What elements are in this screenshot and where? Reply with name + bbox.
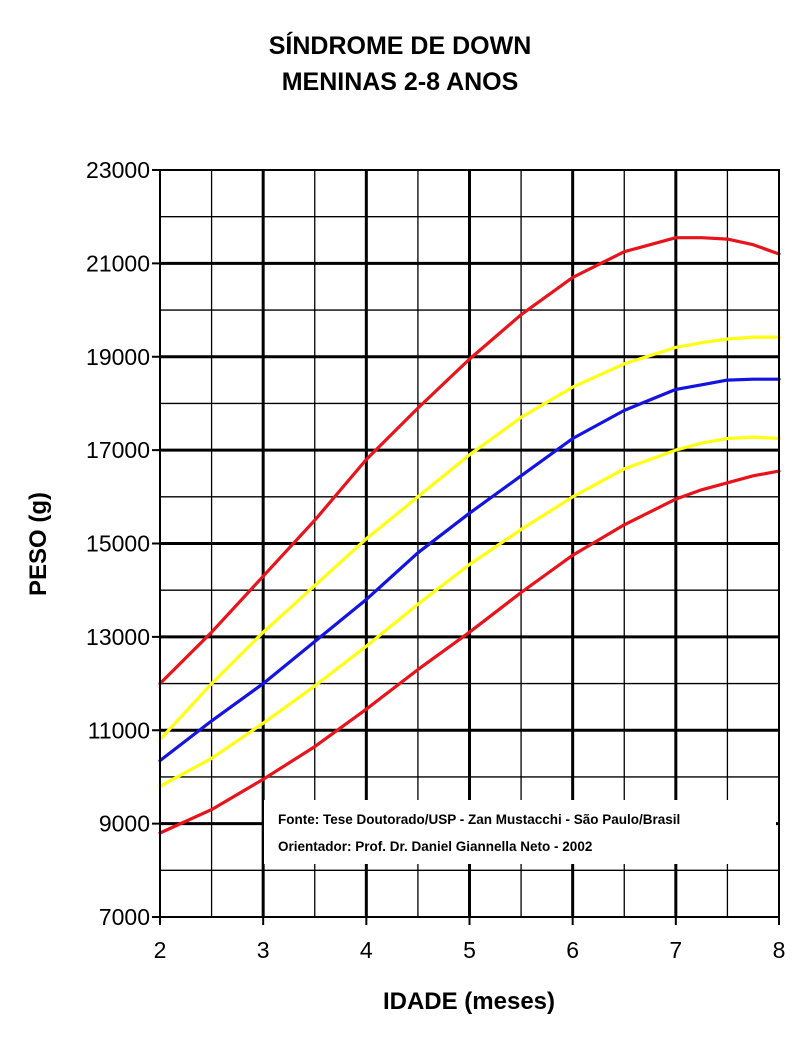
y-tick-label: 11000 bbox=[88, 717, 150, 743]
series-line-2 bbox=[158, 335, 781, 742]
y-tick-label: 21000 bbox=[86, 250, 150, 276]
chart-title-line-2: MENINAS 2-8 ANOS bbox=[282, 68, 519, 96]
y-tick-label: 19000 bbox=[86, 344, 150, 370]
y-axis-title: PESO (g) bbox=[25, 492, 52, 596]
chart-title: SÍNDROME DE DOWN MENINAS 2-8 ANOS bbox=[269, 31, 532, 96]
x-tick-label: 7 bbox=[669, 937, 682, 963]
source-note-box bbox=[264, 800, 776, 864]
x-tick-label: 2 bbox=[154, 937, 167, 963]
y-tick-label: 23000 bbox=[86, 157, 150, 183]
x-tick-label: 8 bbox=[773, 937, 786, 963]
y-tick-label: 7000 bbox=[99, 904, 150, 930]
y-axis-ticks: 7000 9000 11000 13000 15000 17000 19000 21000 23… bbox=[86, 157, 160, 930]
series-line-4 bbox=[158, 435, 781, 788]
source-note: Fonte: Tese Doutorado/USP - Zan Mustacch… bbox=[264, 800, 776, 864]
source-note-line-1: Fonte: Tese Doutorado/USP - Zan Mustacch… bbox=[278, 812, 680, 827]
x-tick-label: 6 bbox=[566, 937, 579, 963]
source-note-line-2: Orientador: Prof. Dr. Daniel Giannella N… bbox=[278, 839, 592, 854]
x-tick-label: 5 bbox=[463, 937, 476, 963]
chart-title-line-1: SÍNDROME DE DOWN bbox=[269, 31, 532, 60]
series-lines bbox=[158, 236, 781, 835]
series-line-5 bbox=[158, 469, 781, 835]
x-tick-label: 3 bbox=[257, 937, 270, 963]
x-axis-title: IDADE (meses) bbox=[383, 988, 555, 1015]
y-tick-label: 9000 bbox=[99, 811, 150, 837]
y-tick-label: 15000 bbox=[86, 531, 150, 557]
x-tick-label: 4 bbox=[360, 937, 373, 963]
series-line-3 bbox=[158, 377, 781, 763]
x-axis-ticks: 2 3 4 5 6 7 8 bbox=[154, 917, 786, 963]
y-tick-label: 17000 bbox=[86, 437, 150, 463]
series-line-1 bbox=[158, 236, 781, 686]
y-tick-label: 13000 bbox=[86, 624, 150, 650]
